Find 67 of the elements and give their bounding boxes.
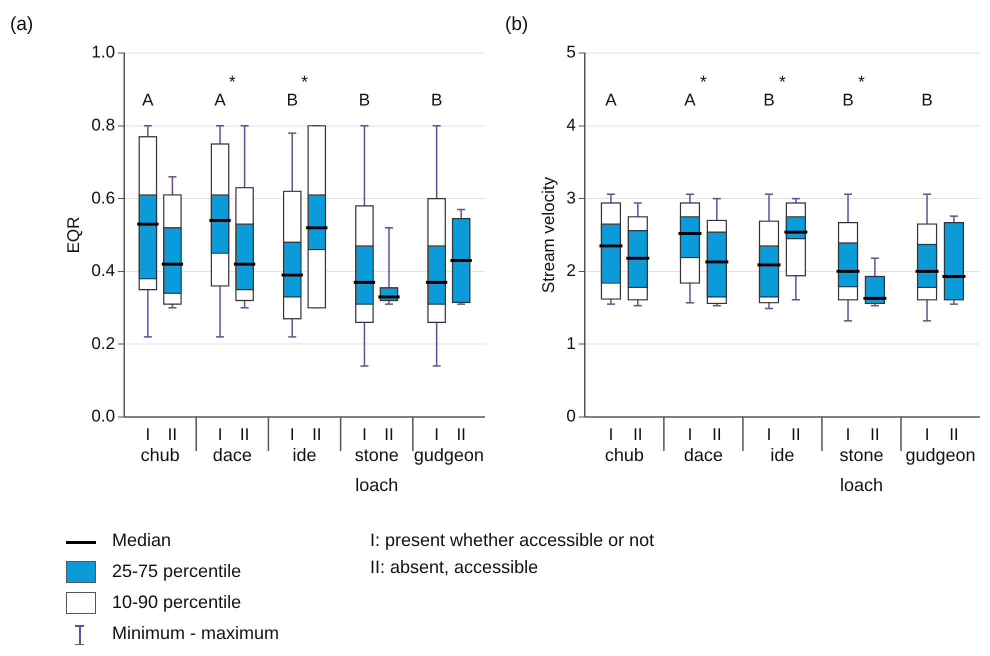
text: Minimum - maximum [112, 623, 280, 644]
x-tick-label: II [312, 425, 322, 444]
x-tick-label: I [608, 425, 614, 444]
text: 25-75 percentile [112, 561, 242, 582]
y-axis-title: Stream velocity [538, 176, 558, 294]
x-tick-label: II [791, 425, 801, 444]
annotation: B [921, 90, 933, 110]
x-tick-label: II [633, 425, 643, 444]
y-tick-label: 3 [566, 188, 576, 208]
text: dace [212, 444, 252, 465]
annotation: * [700, 72, 708, 92]
y-tick-label: 1.0 [91, 42, 116, 62]
y-tick-label: 5 [566, 42, 576, 62]
y-tick-label: 0.8 [91, 115, 116, 134]
text: Median [112, 530, 172, 551]
y-axis-title: EQR [64, 216, 83, 254]
x-tick-label: I [434, 425, 439, 444]
annotation: B [286, 90, 298, 110]
annotation: A [684, 90, 696, 110]
x-tick-label: I [362, 425, 367, 444]
chart-title: (b) [505, 14, 528, 36]
x-tick-label: II [712, 425, 722, 444]
annotation: B [358, 90, 370, 110]
text: gudgeon [414, 444, 484, 465]
x-tick-label: I [846, 425, 850, 444]
x-tick-label: I [218, 425, 222, 444]
annotation: * [779, 72, 786, 92]
text: stone loach [839, 444, 884, 495]
y-tick-label: 0.0 [91, 406, 116, 426]
annotation: * [301, 72, 308, 92]
annotation: * [858, 72, 866, 92]
x-tick-label: II [870, 425, 880, 444]
text: 10-90 percentile [112, 592, 242, 613]
y-tick-label: 0.2 [91, 334, 116, 353]
chart-title: (a) [10, 14, 34, 36]
y-tick-label: 4 [566, 115, 576, 134]
text: chub [604, 444, 644, 465]
annotation: B [842, 90, 854, 110]
text: I: present whether accessible or not [370, 530, 654, 551]
y-tick-label: 1 [566, 334, 576, 353]
annotation: A [142, 90, 154, 110]
text: ide [770, 444, 794, 465]
text: gudgeon [905, 444, 976, 465]
x-tick-label: II [949, 425, 959, 444]
annotation: A [214, 90, 226, 110]
x-tick-label: I [924, 425, 930, 444]
x-tick-label: I [688, 425, 692, 444]
annotation: B [430, 90, 442, 110]
x-tick-label: II [240, 425, 250, 444]
x-tick-label: II [456, 425, 466, 444]
y-tick-label: 0.6 [91, 188, 116, 208]
y-tick-label: 0.4 [91, 261, 116, 280]
x-tick-label: I [145, 425, 150, 444]
text: stone loach [354, 444, 399, 495]
x-tick-label: I [290, 425, 295, 444]
text: dace [684, 444, 723, 465]
x-tick-label: II [168, 425, 178, 444]
text: chub [140, 444, 180, 465]
annotation: * [229, 72, 236, 92]
x-tick-label: II [384, 425, 394, 444]
y-tick-label: 0 [566, 406, 576, 426]
y-tick-label: 2 [566, 261, 576, 280]
annotation: B [763, 90, 775, 110]
text: II: absent, accessible [370, 557, 538, 578]
text: ide [292, 444, 317, 465]
x-tick-label: I [766, 425, 772, 444]
annotation: A [605, 90, 618, 110]
